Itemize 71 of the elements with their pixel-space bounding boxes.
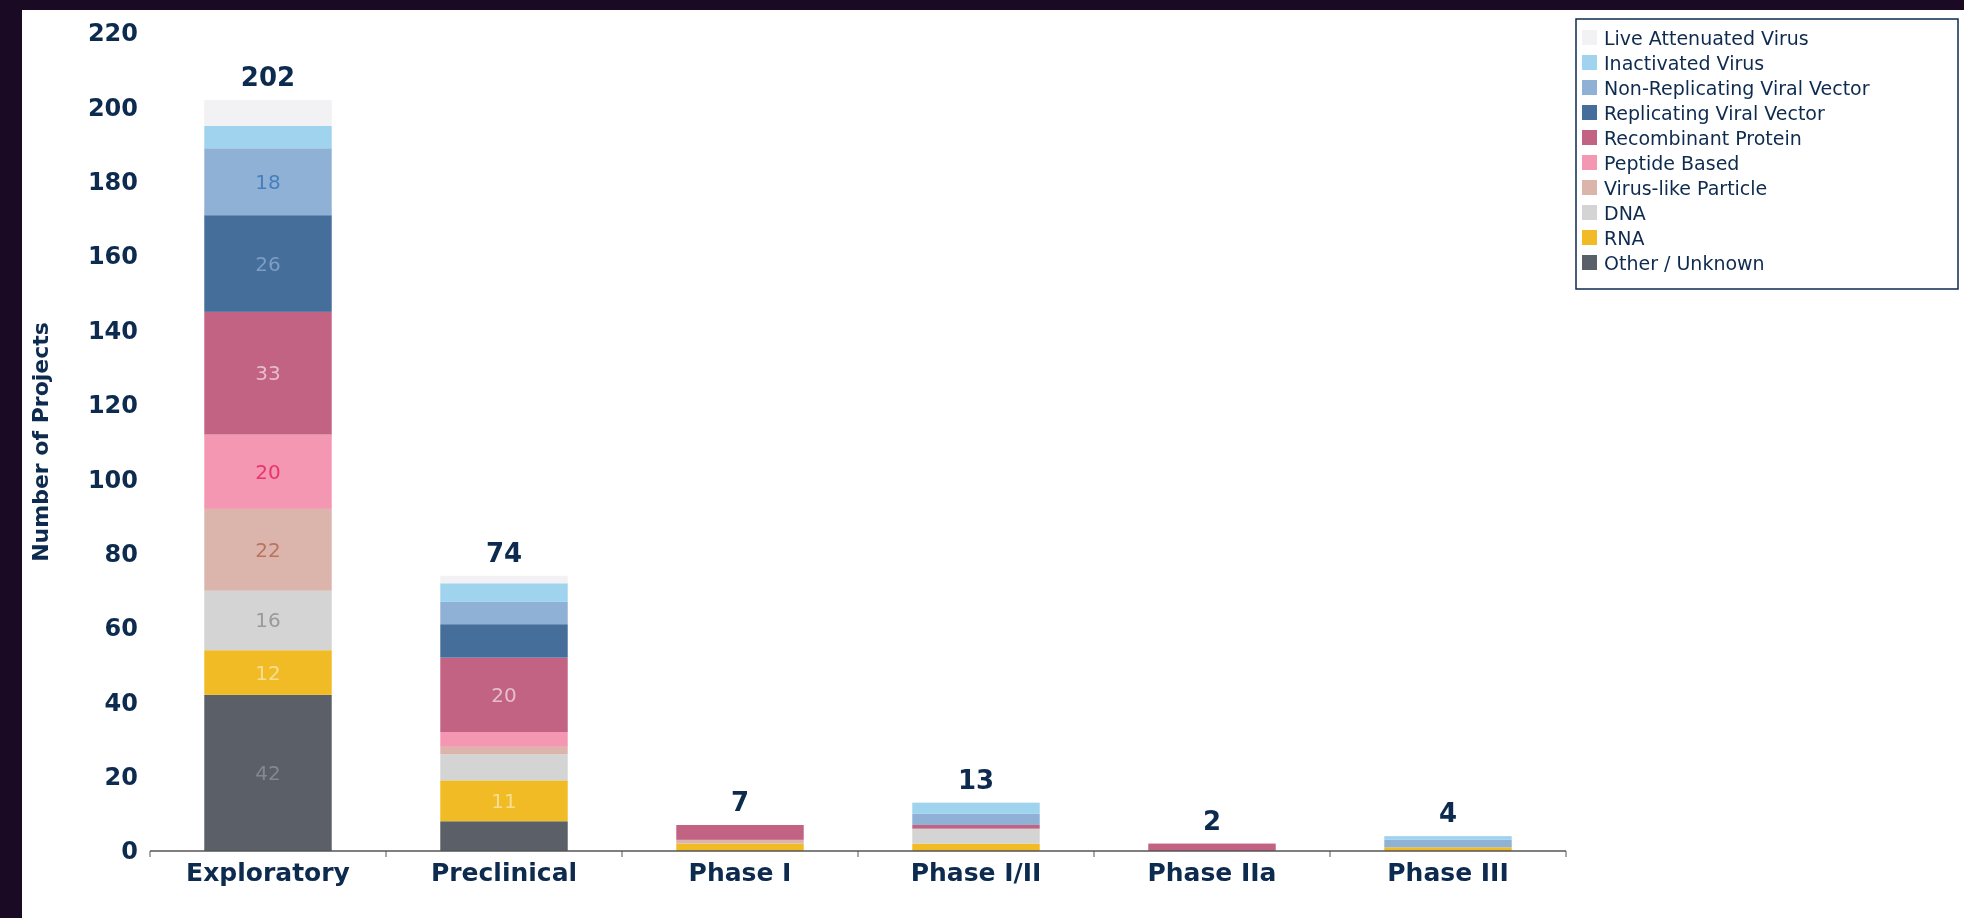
data-label: 16 (255, 608, 281, 633)
total-label: 7 (730, 786, 750, 817)
x-tick-label: Phase I/II (910, 858, 1042, 887)
bar (204, 99, 332, 126)
y-tick-label: 20 (104, 763, 138, 792)
x-tick-label: Phase IIa (1147, 858, 1277, 887)
bar (204, 311, 332, 435)
bar (912, 824, 1040, 829)
legend-label: Replicating Viral Vector (1604, 101, 1825, 124)
y-tick-label: 80 (104, 539, 138, 568)
x-tick-label: Phase III (1387, 858, 1509, 887)
y-tick-label: 120 (87, 391, 138, 420)
bar (204, 148, 332, 216)
total-label: 2 (1202, 805, 1222, 836)
legend-label: Non-Replicating Viral Vector (1604, 76, 1870, 99)
bar (676, 839, 804, 844)
data-label: 12 (255, 660, 281, 685)
bar (204, 125, 332, 149)
bar (1384, 839, 1512, 848)
bar (204, 650, 332, 695)
bar (440, 575, 568, 584)
data-label: 22 (255, 537, 281, 562)
y-tick-label: 200 (87, 93, 138, 122)
bar (912, 802, 1040, 814)
legend-label: Live Attenuated Virus (1604, 26, 1809, 49)
y-tick-label: 180 (87, 168, 138, 197)
y-tick-label: 220 (87, 19, 138, 48)
bar (204, 590, 332, 651)
bar (676, 824, 804, 840)
bar (204, 434, 332, 509)
data-label: 18 (255, 169, 281, 194)
bar (440, 780, 568, 822)
bar (440, 624, 568, 658)
legend-label: DNA (1604, 201, 1646, 224)
y-tick-label: 60 (104, 614, 138, 643)
total-label: 4 (1438, 798, 1458, 829)
bar (912, 813, 1040, 825)
x-tick-label: Phase I (688, 858, 792, 887)
bar (204, 508, 332, 591)
y-axis-title: Number of Projects (28, 322, 53, 562)
data-label: 11 (491, 788, 517, 813)
bar (204, 694, 332, 851)
bar (204, 215, 332, 312)
x-tick-label: Preclinical (430, 858, 578, 887)
legend-label: Other / Unknown (1604, 251, 1765, 274)
total-label: 13 (957, 764, 995, 795)
bar (440, 601, 568, 625)
legend-label: RNA (1604, 226, 1645, 249)
y-tick-label: 100 (87, 465, 138, 494)
bar (440, 583, 568, 602)
y-tick-label: 0 (121, 837, 138, 866)
legend-label: Recombinant Protein (1604, 126, 1802, 149)
bar (912, 828, 1040, 844)
legend-label: Inactivated Virus (1604, 51, 1765, 74)
bar (440, 821, 568, 851)
total-label: 74 (485, 537, 523, 568)
total-label: 202 (240, 61, 296, 92)
bar (440, 746, 568, 755)
data-label: 20 (255, 459, 281, 484)
y-tick-label: 40 (104, 688, 138, 717)
bar (440, 732, 568, 747)
bar (1384, 836, 1512, 840)
x-tick-label: Exploratory (186, 858, 350, 887)
legend-label: Virus-like Particle (1604, 176, 1768, 199)
bar (440, 657, 568, 733)
data-label: 20 (491, 682, 517, 707)
bar (440, 754, 568, 781)
y-tick-label: 140 (87, 316, 138, 345)
data-label: 33 (255, 361, 281, 386)
legend-label: Peptide Based (1604, 151, 1740, 174)
y-tick-label: 160 (87, 242, 138, 271)
